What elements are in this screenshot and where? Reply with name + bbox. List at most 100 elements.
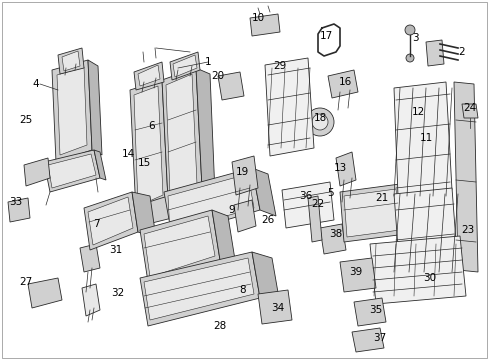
Text: 25: 25 xyxy=(20,115,33,125)
Text: 16: 16 xyxy=(338,77,351,87)
Text: 37: 37 xyxy=(373,333,386,343)
Text: 30: 30 xyxy=(423,273,436,283)
Circle shape xyxy=(278,298,285,306)
Polygon shape xyxy=(319,224,346,254)
Polygon shape xyxy=(138,65,160,86)
Polygon shape xyxy=(28,278,62,308)
Polygon shape xyxy=(353,298,385,326)
Polygon shape xyxy=(249,14,280,36)
Text: 33: 33 xyxy=(9,197,22,207)
Polygon shape xyxy=(88,197,133,245)
Circle shape xyxy=(311,114,327,130)
Polygon shape xyxy=(134,62,163,90)
Polygon shape xyxy=(212,210,236,266)
Polygon shape xyxy=(369,236,465,304)
Text: 29: 29 xyxy=(273,61,286,71)
Text: 10: 10 xyxy=(251,13,264,23)
Text: 26: 26 xyxy=(261,215,274,225)
Text: 13: 13 xyxy=(333,163,346,173)
Polygon shape xyxy=(162,68,202,200)
Polygon shape xyxy=(80,244,100,272)
Text: 19: 19 xyxy=(235,167,248,177)
Polygon shape xyxy=(231,156,258,195)
Polygon shape xyxy=(339,184,405,242)
Polygon shape xyxy=(84,192,138,250)
Circle shape xyxy=(465,107,473,115)
Text: 31: 31 xyxy=(109,245,122,255)
Polygon shape xyxy=(143,216,215,277)
Text: 17: 17 xyxy=(319,31,332,41)
Polygon shape xyxy=(173,55,197,77)
Polygon shape xyxy=(258,290,291,324)
Text: 24: 24 xyxy=(463,103,476,113)
Polygon shape xyxy=(163,168,260,236)
Circle shape xyxy=(371,306,379,314)
Polygon shape xyxy=(327,70,357,98)
Polygon shape xyxy=(234,200,256,232)
Polygon shape xyxy=(58,48,84,74)
Text: 15: 15 xyxy=(137,158,150,168)
Text: 23: 23 xyxy=(461,225,474,235)
Text: 4: 4 xyxy=(33,79,39,89)
Polygon shape xyxy=(339,258,375,292)
Circle shape xyxy=(232,79,239,85)
Text: 39: 39 xyxy=(348,267,362,277)
Circle shape xyxy=(405,54,413,62)
Polygon shape xyxy=(62,51,80,71)
Polygon shape xyxy=(140,210,220,282)
Circle shape xyxy=(358,337,364,343)
Text: 32: 32 xyxy=(111,288,124,298)
Text: 3: 3 xyxy=(411,33,417,43)
Text: 20: 20 xyxy=(211,71,224,81)
Polygon shape xyxy=(132,192,156,238)
Polygon shape xyxy=(52,60,92,162)
Polygon shape xyxy=(393,82,451,196)
Polygon shape xyxy=(143,258,253,320)
Polygon shape xyxy=(8,198,30,222)
Text: 36: 36 xyxy=(299,191,312,201)
Circle shape xyxy=(224,81,229,87)
Polygon shape xyxy=(134,86,163,206)
Polygon shape xyxy=(168,174,253,232)
Polygon shape xyxy=(24,158,50,186)
Circle shape xyxy=(346,268,353,276)
Circle shape xyxy=(305,108,333,136)
Polygon shape xyxy=(88,60,102,155)
Polygon shape xyxy=(82,284,100,316)
Text: 21: 21 xyxy=(375,193,388,203)
Text: 35: 35 xyxy=(368,305,382,315)
Polygon shape xyxy=(130,80,168,212)
Circle shape xyxy=(404,25,414,35)
Circle shape xyxy=(264,300,271,308)
Text: 6: 6 xyxy=(148,121,155,131)
Polygon shape xyxy=(393,188,457,274)
Polygon shape xyxy=(264,58,313,156)
Polygon shape xyxy=(453,82,477,272)
Polygon shape xyxy=(165,74,197,195)
Text: 5: 5 xyxy=(326,188,333,198)
Circle shape xyxy=(328,234,336,242)
Polygon shape xyxy=(48,154,96,188)
Text: 9: 9 xyxy=(228,205,235,215)
Polygon shape xyxy=(57,67,87,155)
Text: 22: 22 xyxy=(311,199,324,209)
Text: 34: 34 xyxy=(271,303,284,313)
Polygon shape xyxy=(196,68,215,194)
Polygon shape xyxy=(251,252,280,304)
Polygon shape xyxy=(44,150,100,192)
Polygon shape xyxy=(335,152,355,186)
Polygon shape xyxy=(140,252,260,326)
Text: 18: 18 xyxy=(313,113,326,123)
Text: 11: 11 xyxy=(419,133,432,143)
Polygon shape xyxy=(461,104,477,118)
Text: 8: 8 xyxy=(239,285,246,295)
Text: 12: 12 xyxy=(410,107,424,117)
Polygon shape xyxy=(136,196,172,226)
Polygon shape xyxy=(251,168,275,216)
Circle shape xyxy=(359,266,367,274)
Text: 2: 2 xyxy=(458,47,465,57)
Text: 14: 14 xyxy=(121,149,134,159)
Polygon shape xyxy=(282,182,333,228)
Text: 38: 38 xyxy=(329,229,342,239)
Polygon shape xyxy=(110,206,138,234)
